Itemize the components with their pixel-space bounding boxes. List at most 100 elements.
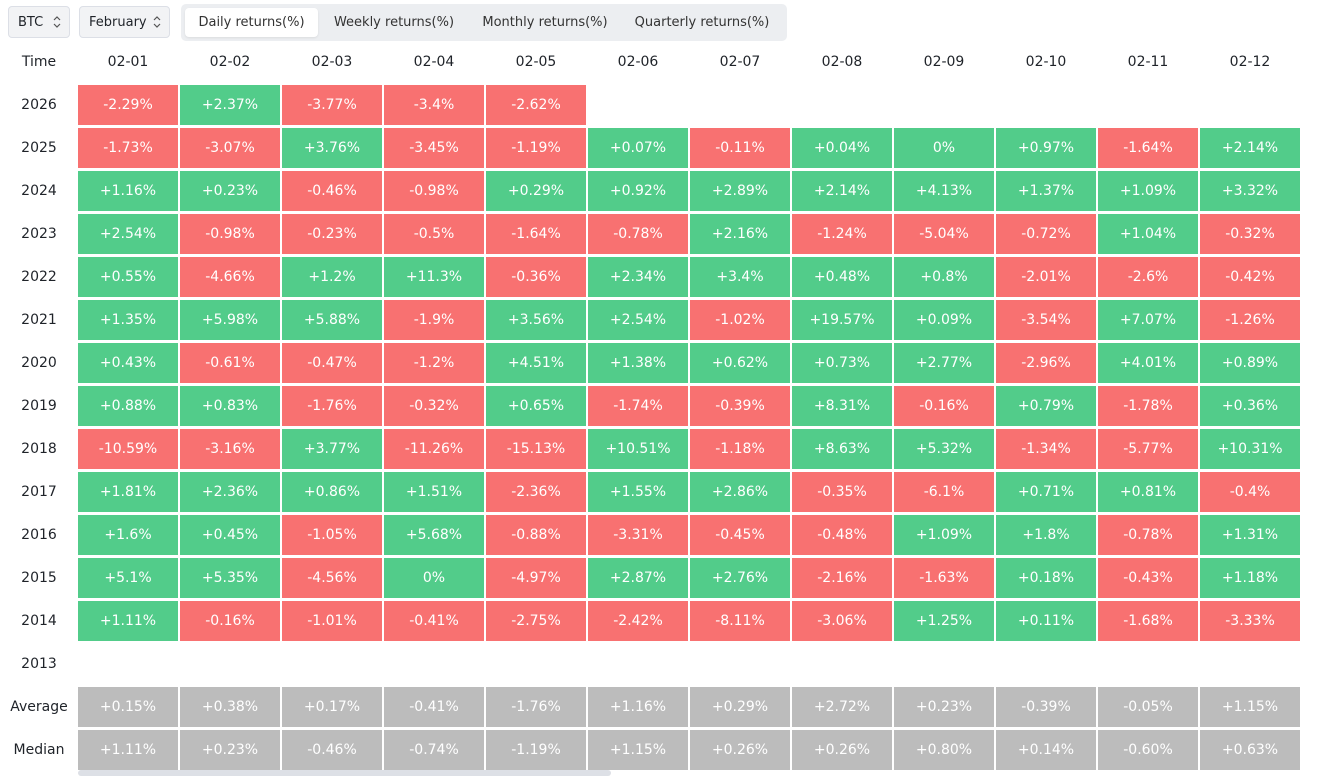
- summary-cell: +0.29%: [690, 687, 790, 727]
- tab[interactable]: Daily returns(%): [185, 8, 318, 37]
- month-select[interactable]: February: [79, 6, 170, 38]
- return-cell: -5.77%: [1098, 429, 1198, 469]
- return-cell: +3.4%: [690, 257, 790, 297]
- return-cell: +8.31%: [792, 386, 892, 426]
- return-cell: +1.35%: [78, 300, 178, 340]
- return-cell: +0.8%: [894, 257, 994, 297]
- summary-cell: +1.15%: [588, 730, 688, 770]
- return-cell: +0.92%: [588, 171, 688, 211]
- column-header: 02-04: [413, 54, 455, 70]
- return-cell: +2.76%: [690, 558, 790, 598]
- return-cell: +2.87%: [588, 558, 688, 598]
- return-cell: -0.39%: [690, 386, 790, 426]
- return-cell: -0.78%: [1098, 515, 1198, 555]
- return-cell: +3.32%: [1200, 171, 1300, 211]
- return-cell: +0.73%: [792, 343, 892, 383]
- row-label: 2016: [21, 527, 57, 543]
- return-cell: +0.43%: [78, 343, 178, 383]
- return-cell: +0.89%: [1200, 343, 1300, 383]
- return-cell: +0.07%: [588, 128, 688, 168]
- return-cell: -0.4%: [1200, 472, 1300, 512]
- return-cell: +2.54%: [78, 214, 178, 254]
- return-cell: -5.04%: [894, 214, 994, 254]
- return-cell: +11.3%: [384, 257, 484, 297]
- return-cell: +0.48%: [792, 257, 892, 297]
- return-cell: +5.32%: [894, 429, 994, 469]
- return-cell: +1.09%: [894, 515, 994, 555]
- return-cell: -3.16%: [180, 429, 280, 469]
- summary-cell: -0.05%: [1098, 687, 1198, 727]
- summary-cell: +2.72%: [792, 687, 892, 727]
- return-cell: -0.61%: [180, 343, 280, 383]
- return-cell: +2.54%: [588, 300, 688, 340]
- return-cell: +0.86%: [282, 472, 382, 512]
- return-cell: +5.98%: [180, 300, 280, 340]
- column-header: 02-11: [1127, 54, 1169, 70]
- return-cell: +0.29%: [486, 171, 586, 211]
- return-cell: -0.32%: [1200, 214, 1300, 254]
- return-cell: +0.04%: [792, 128, 892, 168]
- return-cell: -1.05%: [282, 515, 382, 555]
- row-label: 2026: [21, 97, 57, 113]
- return-cell: -3.06%: [792, 601, 892, 641]
- return-cell: +0.62%: [690, 343, 790, 383]
- return-cell: +4.51%: [486, 343, 586, 383]
- return-cell: -10.59%: [78, 429, 178, 469]
- return-cell: +1.51%: [384, 472, 484, 512]
- return-cell: +1.16%: [78, 171, 178, 211]
- return-cell: +4.13%: [894, 171, 994, 211]
- return-cell: -15.13%: [486, 429, 586, 469]
- asset-label: BTC: [18, 14, 44, 30]
- return-cell: -2.62%: [486, 85, 586, 125]
- return-cell: -0.45%: [690, 515, 790, 555]
- asset-select[interactable]: BTC: [8, 6, 70, 38]
- return-cell: -4.97%: [486, 558, 586, 598]
- return-cell: -0.46%: [282, 171, 382, 211]
- return-cell: -3.54%: [996, 300, 1096, 340]
- return-cell: +1.11%: [78, 601, 178, 641]
- return-cell: -4.56%: [282, 558, 382, 598]
- return-cell: +0.71%: [996, 472, 1096, 512]
- corner-label: Time: [21, 54, 57, 70]
- return-cell: +2.14%: [792, 171, 892, 211]
- return-cell: -1.18%: [690, 429, 790, 469]
- return-cell: -2.75%: [486, 601, 586, 641]
- summary-cell: -0.39%: [996, 687, 1096, 727]
- return-cell: -1.34%: [996, 429, 1096, 469]
- summary-cell: +0.14%: [996, 730, 1096, 770]
- summary-cell: +1.16%: [588, 687, 688, 727]
- summary-cell: +0.23%: [180, 730, 280, 770]
- return-cell: +3.76%: [282, 128, 382, 168]
- return-cell: -1.26%: [1200, 300, 1300, 340]
- return-cell: -3.31%: [588, 515, 688, 555]
- tab-group: Daily returns(%) Weekly returns(%) Monthly…: [181, 4, 787, 41]
- return-cell: -2.29%: [78, 85, 178, 125]
- return-cell: -0.88%: [486, 515, 586, 555]
- return-cell: +1.04%: [1098, 214, 1198, 254]
- column-header: 02-07: [719, 54, 761, 70]
- row-label: 2017: [21, 484, 57, 500]
- return-cell: +5.68%: [384, 515, 484, 555]
- column-header: 02-03: [311, 54, 353, 70]
- tab[interactable]: Monthly returns(%): [482, 15, 608, 30]
- return-cell: +0.81%: [1098, 472, 1198, 512]
- return-cell: -0.98%: [180, 214, 280, 254]
- tab[interactable]: Weekly returns(%): [333, 15, 455, 30]
- return-cell: +0.97%: [996, 128, 1096, 168]
- return-cell: -3.4%: [384, 85, 484, 125]
- return-cell: +2.37%: [180, 85, 280, 125]
- column-header: 02-08: [821, 54, 863, 70]
- return-cell: +1.25%: [894, 601, 994, 641]
- return-cell: +5.88%: [282, 300, 382, 340]
- column-header: 02-02: [209, 54, 251, 70]
- return-cell: +2.86%: [690, 472, 790, 512]
- tab[interactable]: Quarterly returns(%): [634, 15, 770, 30]
- return-cell: -0.11%: [690, 128, 790, 168]
- return-cell: -0.47%: [282, 343, 382, 383]
- return-cell: -0.48%: [792, 515, 892, 555]
- return-cell: +7.07%: [1098, 300, 1198, 340]
- scrollbar[interactable]: [78, 770, 611, 776]
- return-cell: +2.36%: [180, 472, 280, 512]
- return-cell: -1.63%: [894, 558, 994, 598]
